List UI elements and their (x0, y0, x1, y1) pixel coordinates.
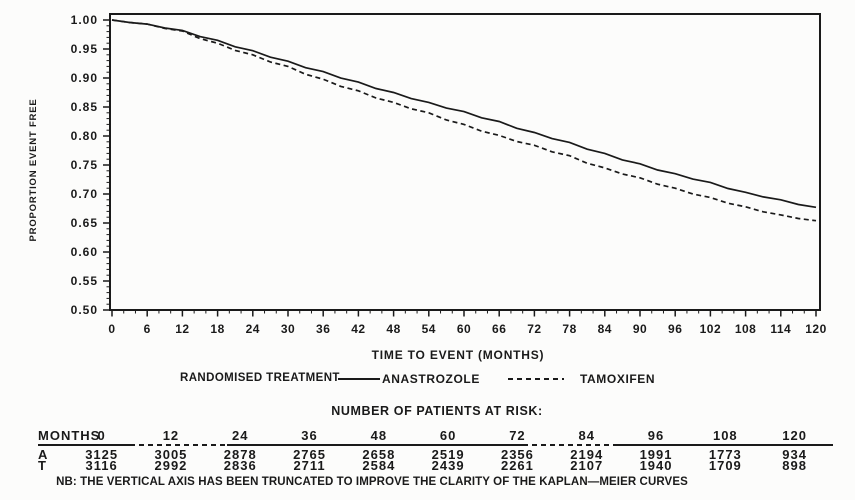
y-tick-label: 0.85 (71, 100, 98, 114)
risk-count-cell: 3005 (154, 447, 188, 462)
risk-months-label: MONTHS (38, 428, 101, 443)
rule-segment-dashed (523, 444, 617, 446)
risk-count-cell: 1991 (639, 447, 673, 462)
risk-count-cell: 2992 (154, 458, 188, 473)
tamoxifen-line-sample-icon (508, 378, 564, 380)
risk-count-cell: 1709 (708, 458, 742, 473)
y-tick-label: 0.80 (71, 129, 98, 143)
risk-month-header: 108 (712, 428, 738, 443)
risk-count-cell: 2107 (570, 458, 604, 473)
risk-count-cell: 3116 (85, 458, 118, 473)
risk-table-row-tamoxifen: T 3116 2992 2836 2711 2584 2439 2261 2107 1940 170… (38, 458, 829, 473)
x-tick-label: 48 (386, 322, 400, 336)
risk-month-header: 12 (162, 428, 180, 443)
risk-count-cell: 2658 (362, 447, 396, 462)
x-tick-label: 102 (700, 322, 722, 336)
risk-count-cell: 2765 (293, 447, 326, 462)
x-tick-label: 6 (144, 322, 151, 336)
risk-month-header: 120 (782, 428, 807, 443)
risk-table-row-anastrozole: A 3125 3005 2878 2765 2658 2519 2356 2194 1991 177… (38, 447, 829, 462)
risk-table-rule (38, 444, 833, 446)
risk-month-header: 36 (301, 428, 318, 443)
x-tick-label: 66 (492, 322, 506, 336)
x-tick-label: 30 (281, 322, 295, 336)
rule-segment (617, 444, 833, 446)
risk-count-cell: 1773 (708, 447, 742, 462)
legend-title: RANDOMISED TREATMENT (180, 372, 340, 384)
risk-month-header: 96 (647, 428, 665, 443)
risk-count-cell: 2356 (500, 447, 534, 462)
series-line-anastrozole (111, 19, 817, 209)
risk-month-header: 72 (509, 428, 526, 443)
risk-count-cell: 1940 (639, 458, 673, 473)
y-tick-label: 0.75 (71, 158, 98, 172)
risk-count-cell: 898 (782, 458, 807, 473)
risk-row-label: A (38, 447, 49, 462)
risk-count-cell: 2194 (570, 447, 604, 462)
risk-row-label: T (38, 458, 47, 473)
rule-segment-dashed (130, 444, 227, 446)
risk-month-header: 48 (370, 428, 388, 443)
x-tick-label: 12 (175, 322, 189, 336)
x-tick-label: 42 (351, 322, 365, 336)
x-tick-label: 78 (562, 322, 576, 336)
x-tick-label: 0 (108, 322, 115, 336)
y-tick-label: 0.65 (71, 216, 98, 230)
anastrozole-line-sample-icon (338, 378, 380, 380)
legend-label-tamoxifen: TAMOXIFEN (580, 372, 656, 386)
y-tick-label: 0.50 (71, 303, 98, 317)
x-tick-label: 96 (668, 322, 682, 336)
y-tick-label: 0.95 (71, 42, 98, 56)
risk-count-cell: 3125 (85, 447, 119, 462)
risk-count-cell: 2711 (293, 458, 326, 473)
x-axis-title: TIME TO EVENT (MONTHS) (371, 348, 545, 362)
risk-table-months-row: MONTHS 0 12 24 36 48 60 72 84 96 108 120 (38, 428, 829, 443)
rule-segment (38, 444, 130, 446)
rule-segment (227, 444, 523, 446)
risk-month-header: 60 (439, 428, 457, 443)
x-tick-label: 60 (457, 322, 471, 336)
x-tick-label: 84 (598, 322, 612, 336)
risk-count-cell: 2878 (223, 447, 257, 462)
risk-count-cell: 2261 (500, 458, 534, 473)
x-tick-label: 18 (210, 322, 224, 336)
x-tick-label: 90 (633, 322, 647, 336)
y-tick-label: 0.70 (71, 187, 98, 201)
plot-frame (109, 13, 821, 311)
x-tick-label: 108 (735, 322, 757, 336)
y-tick-label: 0.90 (71, 71, 98, 85)
y-tick-label: 0.60 (71, 245, 98, 259)
risk-count-cell: 2836 (223, 458, 257, 473)
risk-count-cell: 2584 (362, 458, 396, 473)
x-tick-label: 24 (246, 322, 260, 336)
series-line-tamoxifen (111, 19, 817, 222)
y-axis-title: PROPORTION EVENT FREE (28, 99, 39, 242)
legend-label-anastrozole: ANASTROZOLE (382, 372, 480, 386)
x-tick-label: 120 (805, 322, 827, 336)
risk-count-cell: 2439 (431, 458, 465, 473)
y-tick-label: 0.55 (71, 274, 98, 288)
truncation-note: NB: THE VERTICAL AXIS HAS BEEN TRUNCATED… (56, 476, 688, 488)
x-tick-label: 114 (770, 322, 791, 336)
x-tick-label: 54 (422, 322, 436, 336)
risk-table-heading: NUMBER OF PATIENTS AT RISK: (331, 404, 543, 418)
risk-month-header: 24 (232, 428, 249, 443)
y-tick-label: 1.00 (71, 13, 98, 27)
x-tick-label: 36 (316, 322, 330, 336)
x-tick-label: 72 (527, 322, 541, 336)
risk-month-header: 84 (578, 428, 595, 443)
risk-count-cell: 2519 (431, 447, 465, 462)
risk-month-header: 0 (97, 428, 106, 443)
km-plot: 1.00 0.95 0.90 0.85 0.80 0.75 0.70 0.65 0.60 0.55… (28, 13, 827, 336)
risk-count-cell: 934 (782, 447, 807, 462)
